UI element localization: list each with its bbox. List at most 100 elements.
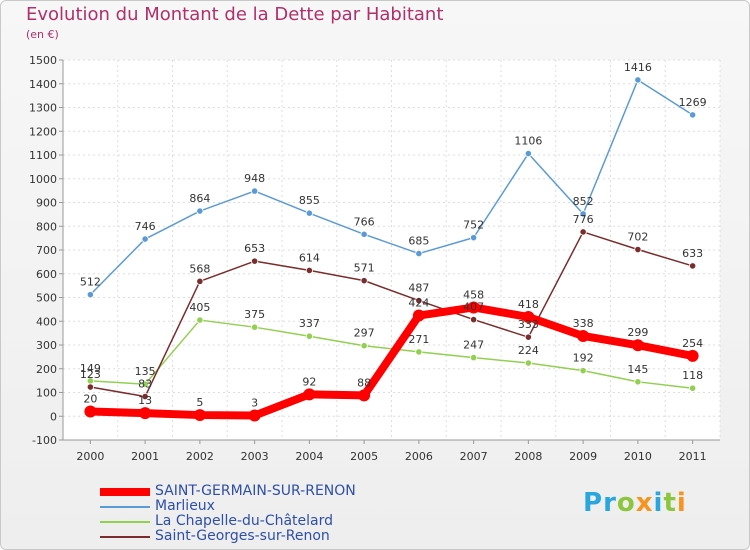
data-label: 571 [354, 262, 375, 275]
logo-letter: P [583, 488, 604, 518]
data-label: 83 [138, 378, 152, 391]
data-point [634, 378, 642, 386]
logo-letter: r [603, 488, 617, 518]
data-point [467, 301, 480, 314]
y-tick-label: 700 [36, 244, 57, 257]
data-point [415, 296, 423, 305]
data-label: 407 [463, 301, 484, 314]
data-label: 375 [244, 308, 265, 321]
data-label: 254 [682, 337, 703, 350]
data-point [360, 277, 368, 285]
legend-item: Marlieux [100, 499, 400, 514]
data-point [141, 392, 149, 401]
data-label: 299 [627, 326, 648, 339]
data-label: 746 [135, 220, 156, 233]
data-label: 297 [354, 327, 375, 340]
data-label: 702 [627, 231, 648, 244]
logo-letter: i [676, 488, 687, 518]
data-point [415, 249, 423, 258]
y-tick-label: 1000 [29, 173, 57, 186]
legend-swatch [100, 521, 150, 523]
data-point [524, 149, 532, 158]
y-tick-label: -100 [32, 434, 57, 447]
data-label: 338 [573, 317, 594, 330]
data-label: 855 [299, 194, 320, 207]
data-point [251, 187, 259, 195]
data-point [579, 367, 587, 375]
data-point [524, 333, 532, 341]
data-point [579, 210, 587, 218]
legend-label: La Chapelle-du-Châtelard [155, 513, 334, 529]
y-tick-label: 500 [36, 292, 57, 305]
data-point [689, 384, 697, 392]
data-label: 1106 [514, 135, 542, 148]
y-tick-label: 200 [36, 363, 57, 376]
unit-label: (en €) [26, 28, 59, 41]
y-tick-label: 1200 [29, 125, 57, 138]
data-label: 633 [682, 247, 703, 260]
series-line [89, 231, 694, 398]
legend-label: Saint-Georges-sur-Renon [155, 528, 330, 544]
data-point [193, 409, 206, 422]
data-label: 337 [299, 317, 320, 330]
x-tick-label: 2008 [514, 450, 542, 463]
logo-letter: x [635, 488, 654, 518]
data-label: 1269 [679, 96, 707, 109]
data-label: 948 [244, 172, 265, 185]
x-tick-label: 2010 [624, 450, 652, 463]
data-point [470, 353, 478, 362]
data-point [141, 380, 149, 388]
x-tick-label: 2002 [186, 450, 214, 463]
y-tick-label: 1500 [29, 54, 57, 67]
data-point [305, 266, 313, 275]
data-label: 418 [518, 298, 539, 311]
data-label: 685 [408, 235, 429, 248]
data-label: 512 [80, 276, 101, 289]
legend-item: La Chapelle-du-Châtelard [100, 514, 400, 529]
legend-swatch [100, 506, 150, 508]
data-point [139, 407, 152, 420]
data-label: 20 [83, 393, 97, 406]
data-label: 271 [408, 333, 429, 346]
data-label: 766 [354, 215, 375, 228]
data-point [360, 342, 368, 350]
y-tick-label: 800 [36, 220, 57, 233]
data-point [251, 257, 259, 265]
data-label: 3 [251, 397, 258, 410]
data-label: 405 [189, 301, 210, 314]
data-point [360, 230, 368, 238]
y-tick-label: 0 [50, 410, 57, 423]
logo-letter: i [653, 488, 664, 518]
data-label: 776 [573, 213, 594, 226]
x-tick-label: 2000 [76, 450, 104, 463]
data-point [470, 234, 478, 242]
legend-label: SAINT-GERMAIN-SUR-RENON [155, 483, 356, 499]
data-label: 614 [299, 251, 320, 264]
data-point [251, 323, 259, 331]
data-point [86, 383, 94, 391]
data-point [305, 332, 313, 340]
data-label: 458 [463, 288, 484, 301]
legend-label: Marlieux [155, 498, 215, 514]
data-point [634, 76, 642, 84]
data-point [86, 291, 94, 299]
data-point [522, 310, 535, 323]
data-point [689, 262, 697, 270]
data-label: 224 [518, 344, 539, 357]
data-label: 247 [463, 339, 484, 352]
x-tick-label: 2001 [131, 450, 159, 463]
data-point [141, 235, 149, 243]
x-tick-label: 2009 [569, 450, 597, 463]
data-label: 864 [189, 192, 210, 205]
y-tick-label: 1100 [29, 149, 57, 162]
data-point [634, 245, 642, 254]
x-tick-label: 2003 [241, 450, 269, 463]
data-label: 145 [627, 363, 648, 376]
y-tick-label: 400 [36, 315, 57, 328]
chart-title: Evolution du Montant de la Dette par Hab… [26, 4, 444, 25]
legend: SAINT-GERMAIN-SUR-RENON Marlieux La Chapel… [100, 484, 400, 544]
legend-swatch [100, 536, 150, 538]
proxiti-logo: Proxiti [583, 488, 687, 518]
data-label: 88 [357, 376, 371, 389]
